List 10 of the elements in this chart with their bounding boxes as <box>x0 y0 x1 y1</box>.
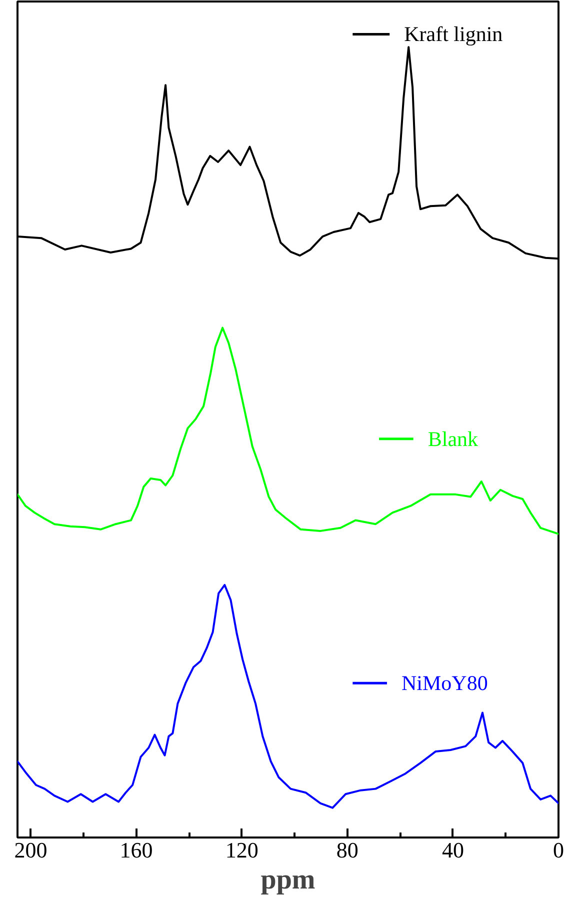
x-tick-label: 0 <box>553 838 564 862</box>
legend-label: Kraft lignin <box>404 22 504 46</box>
x-tick-label: 160 <box>120 838 153 862</box>
x-tick-label: 40 <box>442 838 464 862</box>
x-tick-label: 80 <box>336 838 358 862</box>
x-axis-title: ppm <box>260 864 316 896</box>
x-tick-label: 200 <box>14 838 48 862</box>
legend-label: NiMoY80 <box>401 671 488 696</box>
x-tick-label: 120 <box>225 838 258 862</box>
legend-label: Blank <box>428 426 479 451</box>
